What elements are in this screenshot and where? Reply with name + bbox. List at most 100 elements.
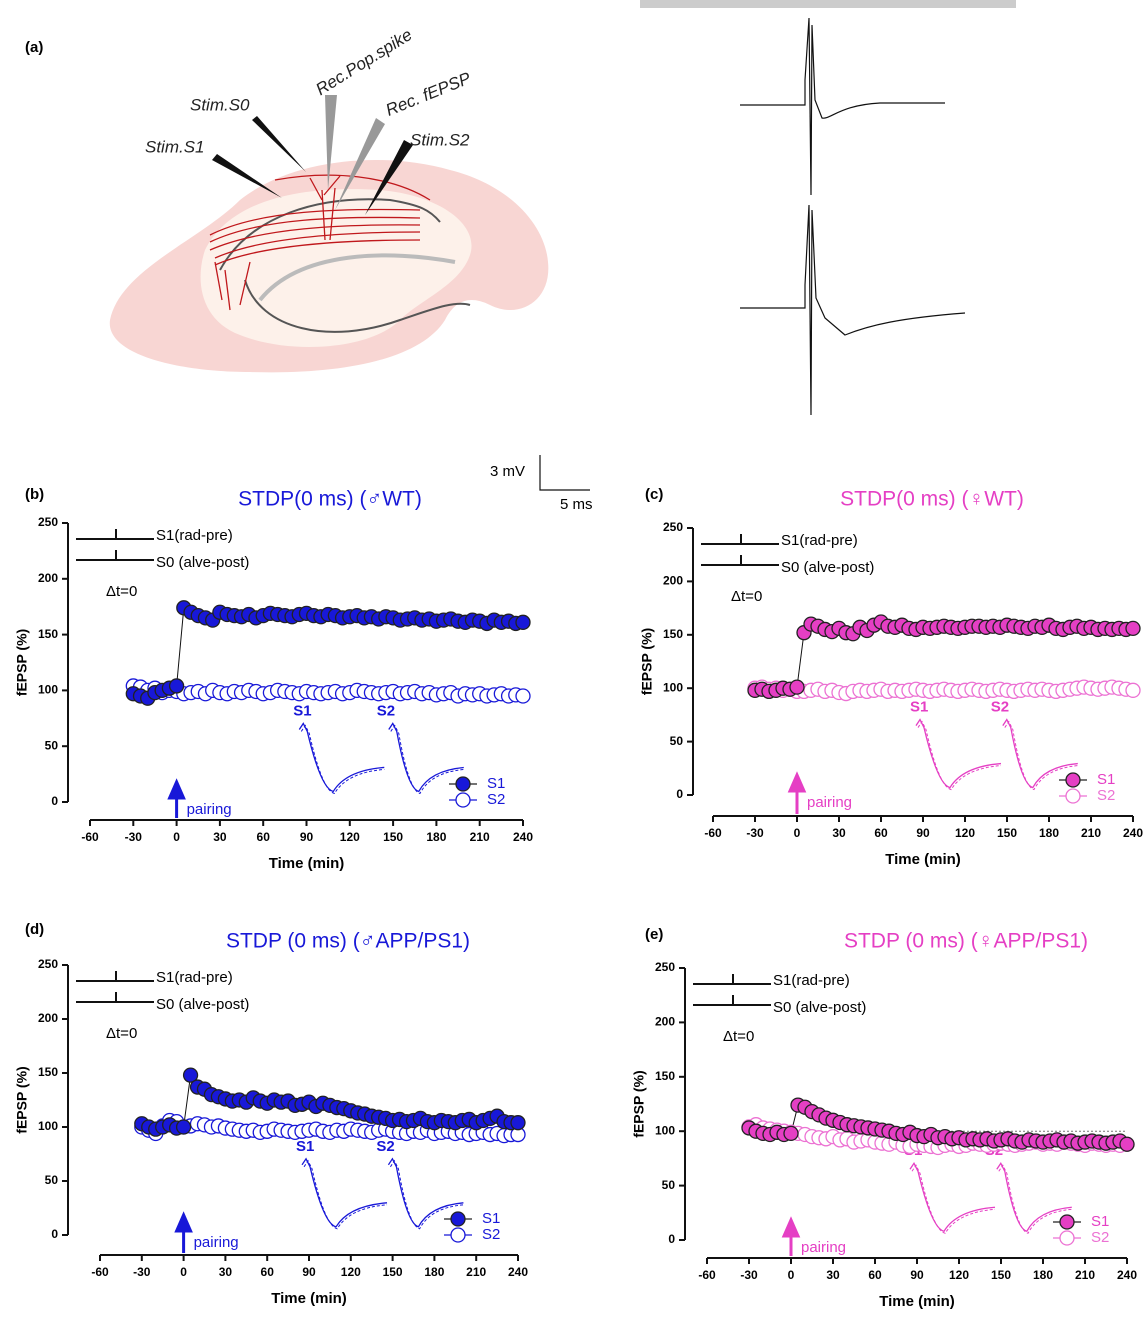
- stim-pre-label: S1(rad-pre): [781, 532, 858, 549]
- inset-label: S2: [991, 699, 1009, 716]
- inset-label: S1: [293, 702, 311, 719]
- x-tick-label: 210: [470, 830, 490, 844]
- chart-title: STDP (0 ms) (♀APP/PS1): [844, 930, 1088, 953]
- x-tick-label: 90: [910, 1268, 924, 1282]
- inset-trace: [911, 1164, 996, 1234]
- probe-label: Stim.S1: [145, 137, 205, 156]
- inset-trace: [301, 1157, 388, 1228]
- x-tick-label: 60: [868, 1268, 882, 1282]
- x-tick-label: 150: [383, 830, 403, 844]
- y-tick-label: 50: [662, 1178, 676, 1192]
- inset-label: S2: [377, 702, 395, 719]
- stim-post-label: S0 (alve-post): [781, 559, 874, 576]
- data-point: [783, 1125, 799, 1142]
- delta-label: Δt=0: [731, 588, 762, 605]
- probe-label: Stim.S0: [190, 95, 250, 114]
- delta-label: Δt=0: [106, 583, 137, 600]
- y-tick-label: 200: [663, 574, 683, 588]
- y-tick-label: 100: [38, 683, 58, 697]
- legend-label: S2: [1097, 787, 1115, 804]
- y-tick-label: 200: [38, 1011, 58, 1025]
- example-traces: [539, 17, 966, 491]
- stim-scheme: [693, 974, 771, 1006]
- y-tick-label: 0: [676, 787, 683, 801]
- inset-trace: [303, 1159, 388, 1230]
- x-tick-label: 120: [341, 1265, 361, 1279]
- x-tick-label: 60: [261, 1265, 275, 1279]
- stim-scheme: [701, 534, 779, 566]
- pairing-label: pairing: [807, 794, 852, 811]
- data-point: [789, 679, 805, 695]
- x-tick-label: 150: [997, 826, 1017, 840]
- x-tick-label: 0: [788, 1268, 795, 1282]
- x-tick-label: 210: [1075, 1268, 1095, 1282]
- y-tick-label: 150: [38, 627, 58, 641]
- x-tick-label: 0: [180, 1265, 187, 1279]
- x-tick-label: 90: [916, 826, 930, 840]
- legend-marker: [450, 1227, 466, 1243]
- panel-label: (a): [25, 39, 43, 56]
- data-point: [175, 1119, 192, 1135]
- pairing-label: pairing: [194, 1234, 239, 1251]
- y-axis-label: fEPSP (%): [639, 628, 655, 695]
- x-axis-label: Time (min): [885, 851, 961, 868]
- y-axis-label: fEPSP (%): [14, 1066, 30, 1133]
- inset-trace: [998, 1164, 1072, 1234]
- stim-pre-label: S1(rad-pre): [773, 972, 850, 989]
- y-axis-label: fEPSP (%): [631, 1070, 647, 1137]
- y-tick-label: 50: [45, 738, 59, 752]
- x-tick-label: 150: [383, 1265, 403, 1279]
- x-tick-label: 90: [302, 1265, 316, 1279]
- probe-label: Stim.S2: [410, 130, 470, 149]
- stim-pre-label: S1(rad-pre): [156, 969, 233, 986]
- legend-marker: [1065, 772, 1081, 788]
- pairing-label: pairing: [187, 801, 232, 818]
- legend-marker: [455, 792, 471, 808]
- x-tick-label: -60: [91, 1265, 109, 1279]
- x-tick-label: 120: [340, 830, 360, 844]
- inset-trace: [917, 720, 1002, 791]
- inset-trace: [390, 1159, 464, 1230]
- pairing-label: pairing: [801, 1239, 846, 1256]
- inset-label: S1: [296, 1138, 314, 1155]
- inset-trace: [915, 718, 1002, 789]
- y-tick-label: 50: [670, 734, 684, 748]
- x-tick-label: 30: [832, 826, 846, 840]
- legend-label: S1: [1091, 1213, 1109, 1230]
- data-point: [515, 688, 531, 704]
- x-tick-label: 60: [874, 826, 888, 840]
- data-point: [515, 614, 531, 630]
- data-point: [1125, 682, 1141, 698]
- x-tick-label: -60: [704, 826, 722, 840]
- stim-scheme: [76, 971, 154, 1003]
- legend-label: S2: [482, 1226, 500, 1243]
- legend-label: S2: [1091, 1229, 1109, 1246]
- scale-label: 3 mV: [490, 463, 525, 480]
- x-tick-label: -30: [746, 826, 764, 840]
- pairing-arrow: [787, 771, 807, 814]
- probe-label: Rec.Pop.spike: [312, 25, 415, 99]
- x-tick-label: 120: [955, 826, 975, 840]
- pairing-arrow: [174, 1211, 193, 1253]
- inset-label: S1: [910, 699, 928, 716]
- probe-label: Rec. fEPSP: [383, 68, 474, 119]
- x-tick-label: -60: [81, 830, 99, 844]
- panel-label: (b): [25, 486, 44, 503]
- pairing-arrow: [167, 778, 186, 818]
- inset-trace: [909, 1161, 996, 1233]
- y-tick-label: 150: [38, 1065, 58, 1079]
- delta-label: Δt=0: [723, 1028, 754, 1045]
- legend-label: S2: [487, 791, 505, 808]
- y-tick-label: 150: [655, 1069, 675, 1083]
- x-tick-label: 120: [949, 1268, 969, 1282]
- x-tick-label: 240: [1123, 826, 1143, 840]
- panel-label: (c): [645, 486, 663, 503]
- pairing-arrow: [781, 1216, 801, 1256]
- panel-label: (e): [645, 926, 663, 943]
- legend-marker: [455, 776, 471, 792]
- legend-label: S1: [487, 775, 505, 792]
- x-tick-label: 30: [213, 830, 227, 844]
- stim-post-label: S0 (alve-post): [156, 554, 249, 571]
- data-point: [1125, 620, 1141, 637]
